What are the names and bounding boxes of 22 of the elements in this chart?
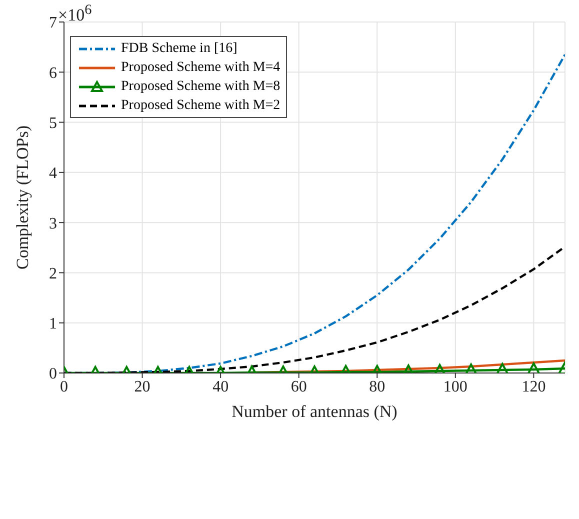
x-tick-label: 60 <box>290 378 307 396</box>
x-tick-label: 120 <box>522 378 546 396</box>
x-tick-label: 0 <box>60 378 68 396</box>
x-tick-label: 80 <box>369 378 386 396</box>
y-tick-label: 4 <box>49 165 57 182</box>
legend-label: Proposed Scheme with M=2 <box>121 98 280 114</box>
y-tick-label: 1 <box>49 316 57 333</box>
legend-label: Proposed Scheme with M=8 <box>121 78 280 94</box>
x-tick-label: 20 <box>134 378 150 396</box>
x-axis-title: Number of antennas (N) <box>232 402 398 421</box>
y-tick-label: 5 <box>49 114 57 132</box>
legend-label: FDB Scheme in [16] <box>121 40 238 56</box>
y-axis-title: Complexity (FLOPs) <box>13 125 32 270</box>
y-tick-label: 2 <box>49 265 57 282</box>
x-tick-label: 100 <box>443 378 468 396</box>
y-tick-label: 6 <box>49 64 57 82</box>
y-tick-label: 0 <box>49 366 57 383</box>
legend-label: Proposed Scheme with M=4 <box>121 60 280 76</box>
y-tick-label: 7 <box>49 14 57 32</box>
x-tick-label: 40 <box>212 378 229 396</box>
y-tick-label: 3 <box>49 215 57 232</box>
annotation: ×10$^{6}$ <box>58 2 92 25</box>
